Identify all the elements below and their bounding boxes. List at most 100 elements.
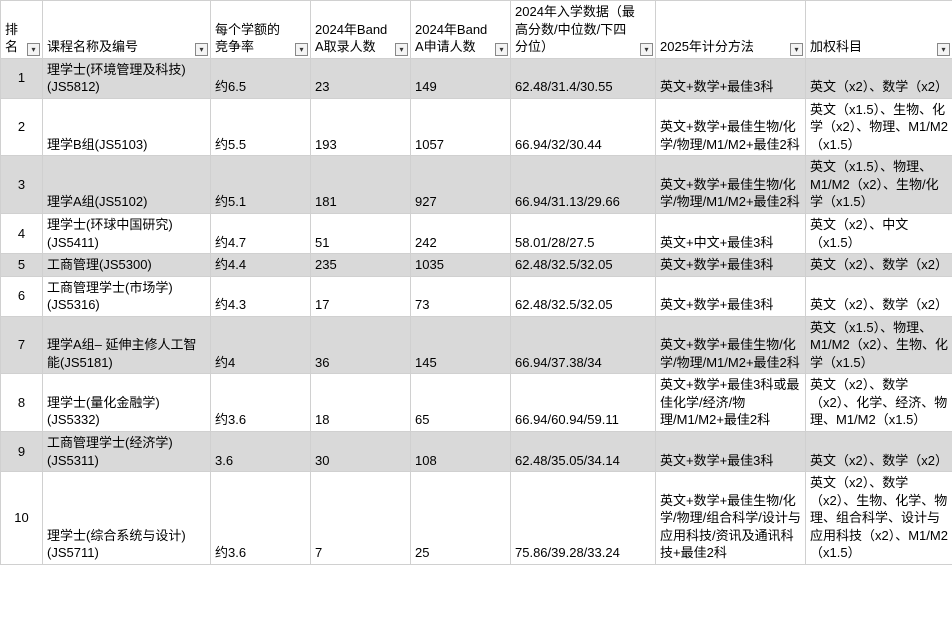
cell-admitted: 193 — [311, 98, 411, 156]
cell-applied: 242 — [411, 214, 511, 254]
cell-weighted: 英文（x2）、数学（x2） — [806, 276, 952, 316]
cell-rank: 9 — [1, 432, 43, 472]
cell-applied: 108 — [411, 432, 511, 472]
table-row: 4理学士(环球中国研究)(JS5411)约4.75124258.01/28/27… — [1, 214, 952, 254]
table-row: 9工商管理学士(经济学)(JS5311)3.63010862.48/35.05/… — [1, 432, 952, 472]
cell-applied: 25 — [411, 472, 511, 565]
cell-admitted: 30 — [311, 432, 411, 472]
cell-weighted: 英文（x2）、数学（x2） — [806, 432, 952, 472]
cell-weighted: 英文（x2）、数学（x2）、生物、化学、物理、组合科学、设计与应用科技（x2）、… — [806, 472, 952, 565]
course-table: 排名▾ 课程名称及编号▾ 每个学额的竞争率▾ 2024年Band A取录人数▾ … — [0, 0, 952, 565]
table-row: 7理学A组– 延伸主修人工智能(JS5181)约43614566.94/37.3… — [1, 316, 952, 374]
cell-admitted: 51 — [311, 214, 411, 254]
cell-applied: 1057 — [411, 98, 511, 156]
header-rank[interactable]: 排名 ▾ — [1, 1, 43, 59]
cell-scores: 66.94/60.94/59.11 — [511, 374, 656, 432]
cell-name: 工商管理(JS5300) — [43, 254, 211, 277]
cell-rank: 8 — [1, 374, 43, 432]
cell-name: 理学士(环球中国研究)(JS5411) — [43, 214, 211, 254]
filter-icon[interactable]: ▾ — [395, 43, 408, 56]
cell-competition: 3.6 — [211, 432, 311, 472]
cell-scores: 62.48/32.5/32.05 — [511, 276, 656, 316]
filter-icon[interactable]: ▾ — [195, 43, 208, 56]
cell-applied: 927 — [411, 156, 511, 214]
cell-calc: 英文+数学+最佳3科 — [656, 276, 806, 316]
cell-scores: 62.48/32.5/32.05 — [511, 254, 656, 277]
filter-icon[interactable]: ▾ — [27, 43, 40, 56]
filter-icon[interactable]: ▾ — [640, 43, 653, 56]
cell-applied: 73 — [411, 276, 511, 316]
header-applied-label: 2024年Band A申请人数 — [415, 22, 487, 55]
cell-applied: 145 — [411, 316, 511, 374]
cell-rank: 1 — [1, 58, 43, 98]
cell-rank: 4 — [1, 214, 43, 254]
header-name[interactable]: 课程名称及编号 ▾ — [43, 1, 211, 59]
cell-calc: 英文+数学+最佳生物/化学/物理/M1/M2+最佳2科 — [656, 98, 806, 156]
cell-admitted: 235 — [311, 254, 411, 277]
cell-competition: 约3.6 — [211, 472, 311, 565]
cell-weighted: 英文（x1.5）、物理、M1/M2（x2）、生物、化学（x1.5） — [806, 316, 952, 374]
cell-calc: 英文+中文+最佳3科 — [656, 214, 806, 254]
header-scores[interactable]: 2024年入学数据（最高分数/中位数/下四分位） ▾ — [511, 1, 656, 59]
cell-name: 工商管理学士(经济学)(JS5311) — [43, 432, 211, 472]
cell-admitted: 7 — [311, 472, 411, 565]
header-applied[interactable]: 2024年Band A申请人数 ▾ — [411, 1, 511, 59]
cell-name: 理学B组(JS5103) — [43, 98, 211, 156]
table-row: 3理学A组(JS5102)约5.118192766.94/31.13/29.66… — [1, 156, 952, 214]
cell-calc: 英文+数学+最佳3科 — [656, 432, 806, 472]
cell-calc: 英文+数学+最佳生物/化学/物理/组合科学/设计与应用科技/资讯及通讯科技+最佳… — [656, 472, 806, 565]
cell-rank: 7 — [1, 316, 43, 374]
cell-name: 理学士(量化金融学)(JS5332) — [43, 374, 211, 432]
cell-competition: 约3.6 — [211, 374, 311, 432]
table-row: 5工商管理(JS5300)约4.4235103562.48/32.5/32.05… — [1, 254, 952, 277]
cell-admitted: 181 — [311, 156, 411, 214]
cell-competition: 约5.5 — [211, 98, 311, 156]
header-competition[interactable]: 每个学额的竞争率▾ — [211, 1, 311, 59]
header-admitted-label: 2024年Band A取录人数 — [315, 22, 387, 55]
cell-admitted: 36 — [311, 316, 411, 374]
cell-name: 理学A组– 延伸主修人工智能(JS5181) — [43, 316, 211, 374]
header-name-label: 课程名称及编号 — [47, 39, 138, 54]
cell-name: 工商管理学士(市场学)(JS5316) — [43, 276, 211, 316]
cell-scores: 75.86/39.28/33.24 — [511, 472, 656, 565]
cell-weighted: 英文（x2）、数学（x2） — [806, 58, 952, 98]
cell-rank: 5 — [1, 254, 43, 277]
cell-applied: 149 — [411, 58, 511, 98]
cell-scores: 58.01/28/27.5 — [511, 214, 656, 254]
cell-competition: 约6.5 — [211, 58, 311, 98]
cell-competition: 约4.7 — [211, 214, 311, 254]
header-calc[interactable]: 2025年计分方法▾ — [656, 1, 806, 59]
cell-admitted: 17 — [311, 276, 411, 316]
cell-weighted: 英文（x2）、数学（x2）、化学、经济、物理、M1/M2（x1.5） — [806, 374, 952, 432]
cell-admitted: 18 — [311, 374, 411, 432]
cell-weighted: 英文（x1.5）、生物、化学（x2）、物理、M1/M2（x1.5） — [806, 98, 952, 156]
cell-scores: 66.94/37.38/34 — [511, 316, 656, 374]
cell-rank: 2 — [1, 98, 43, 156]
table-row: 8理学士(量化金融学)(JS5332)约3.6186566.94/60.94/5… — [1, 374, 952, 432]
cell-rank: 10 — [1, 472, 43, 565]
cell-competition: 约4.4 — [211, 254, 311, 277]
filter-icon[interactable]: ▾ — [495, 43, 508, 56]
header-admitted[interactable]: 2024年Band A取录人数 ▾ — [311, 1, 411, 59]
cell-rank: 3 — [1, 156, 43, 214]
table-row: 2理学B组(JS5103)约5.5193105766.94/32/30.44英文… — [1, 98, 952, 156]
cell-calc: 英文+数学+最佳3科 — [656, 58, 806, 98]
filter-icon[interactable]: ▾ — [295, 43, 308, 56]
cell-calc: 英文+数学+最佳生物/化学/物理/M1/M2+最佳2科 — [656, 156, 806, 214]
cell-scores: 62.48/35.05/34.14 — [511, 432, 656, 472]
filter-icon[interactable]: ▾ — [937, 43, 950, 56]
cell-applied: 65 — [411, 374, 511, 432]
cell-weighted: 英文（x1.5）、物理、M1/M2（x2）、生物/化学（x1.5） — [806, 156, 952, 214]
cell-competition: 约4 — [211, 316, 311, 374]
cell-name: 理学士(环境管理及科技)(JS5812) — [43, 58, 211, 98]
cell-admitted: 23 — [311, 58, 411, 98]
header-scores-label: 2024年入学数据（最高分数/中位数/下四分位） — [515, 4, 635, 54]
header-weighted[interactable]: 加权科目▾ — [806, 1, 952, 59]
cell-scores: 62.48/31.4/30.55 — [511, 58, 656, 98]
filter-icon[interactable]: ▾ — [790, 43, 803, 56]
cell-weighted: 英文（x2）、数学（x2） — [806, 254, 952, 277]
table-body: 1理学士(环境管理及科技)(JS5812)约6.52314962.48/31.4… — [1, 58, 952, 564]
header-rank-label: 排名 — [5, 22, 18, 55]
cell-competition: 约4.3 — [211, 276, 311, 316]
cell-scores: 66.94/32/30.44 — [511, 98, 656, 156]
